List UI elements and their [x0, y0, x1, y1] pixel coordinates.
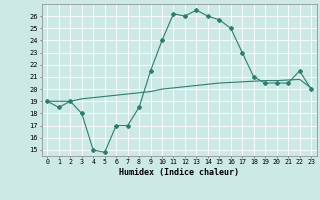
X-axis label: Humidex (Indice chaleur): Humidex (Indice chaleur): [119, 168, 239, 177]
